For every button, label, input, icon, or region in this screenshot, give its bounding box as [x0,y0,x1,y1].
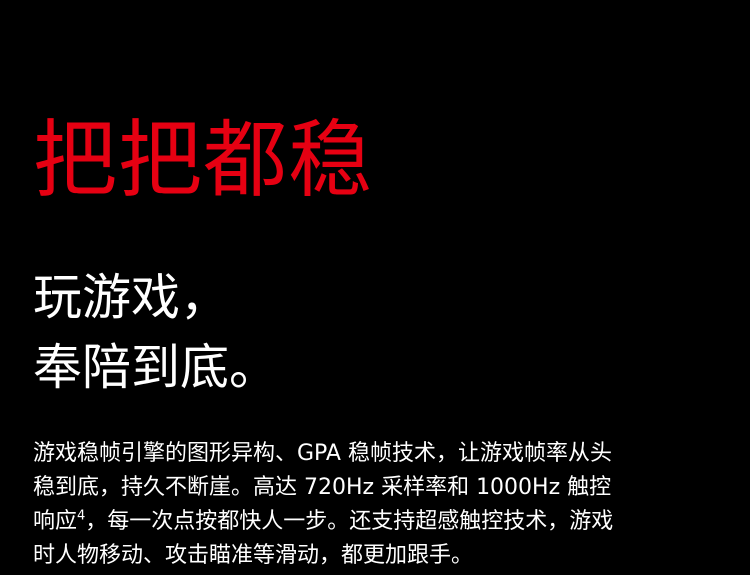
feature-description: 游戏稳帧引擎的图形异构、GPA 稳帧技术，让游戏帧率从头 稳到底，持久不断崖。高… [33,437,723,573]
subheadline: 玩游戏， 奉陪到底。 [33,263,278,403]
description-line-4: 时人物移动、攻击瞄准等滑动，都更加跟手。 [33,543,474,568]
description-line-2: 稳到底，持久不断崖。高达 720Hz 采样率和 1000Hz 触控 [33,475,612,500]
subheadline-line-2: 奉陪到底。 [33,339,279,396]
description-line-3: 响应4，每一次点按都快人一步。还支持超感触控技术，游戏 [33,505,723,539]
description-line-3-end: ，每一次点按都快人一步。还支持超感触控技术，游戏 [85,509,614,534]
headline: 把把都稳 [33,111,374,209]
description-line-1: 游戏稳帧引擎的图形异构、GPA 稳帧技术，让游戏帧率从头 [33,441,612,466]
footnote-marker: 4 [77,508,86,524]
description-line-3-start: 响应 [33,509,78,534]
subheadline-line-1: 玩游戏， [33,269,230,326]
